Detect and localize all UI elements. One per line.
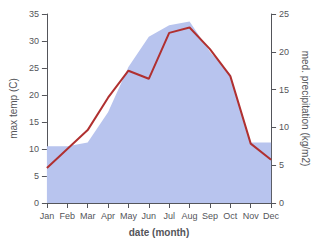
svg-text:30: 30	[29, 36, 39, 46]
svg-text:15: 15	[279, 85, 289, 95]
svg-text:20: 20	[279, 47, 289, 57]
svg-text:Oct: Oct	[223, 211, 238, 221]
svg-text:max temp (C): max temp (C)	[8, 78, 19, 139]
svg-text:Jul: Jul	[163, 211, 175, 221]
svg-text:Aug: Aug	[182, 211, 198, 221]
svg-text:Dec: Dec	[263, 211, 280, 221]
svg-text:May: May	[120, 211, 138, 221]
svg-text:5: 5	[279, 160, 284, 170]
svg-text:med. precipitation (kg/m2): med. precipitation (kg/m2)	[300, 51, 311, 167]
svg-text:Jun: Jun	[142, 211, 157, 221]
svg-text:Jan: Jan	[40, 211, 55, 221]
svg-text:Nov: Nov	[243, 211, 260, 221]
svg-text:Apr: Apr	[101, 211, 115, 221]
svg-text:date (month): date (month)	[129, 227, 190, 238]
svg-text:Mar: Mar	[80, 211, 96, 221]
svg-text:10: 10	[279, 122, 289, 132]
svg-text:Feb: Feb	[60, 211, 76, 221]
svg-text:25: 25	[29, 63, 39, 73]
svg-text:5: 5	[34, 171, 39, 181]
svg-text:0: 0	[279, 198, 284, 208]
svg-text:15: 15	[29, 117, 39, 127]
svg-text:20: 20	[29, 90, 39, 100]
svg-text:25: 25	[279, 9, 289, 19]
svg-text:10: 10	[29, 144, 39, 154]
svg-text:35: 35	[29, 9, 39, 19]
svg-text:0: 0	[34, 198, 39, 208]
svg-text:Sep: Sep	[202, 211, 218, 221]
